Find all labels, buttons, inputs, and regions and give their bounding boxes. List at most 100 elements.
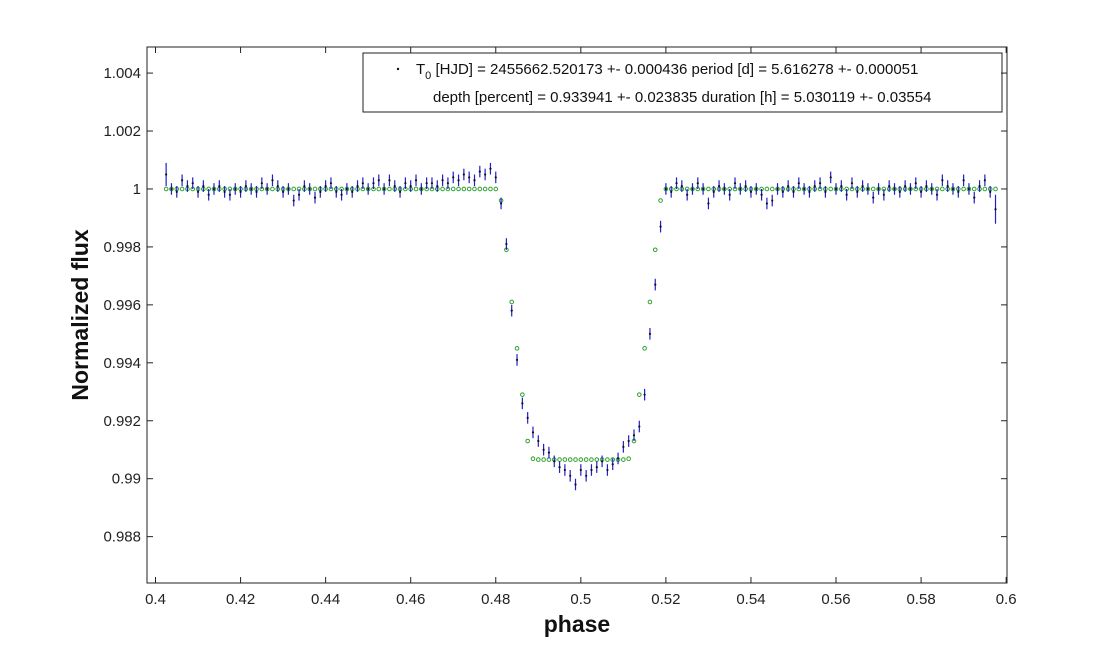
data-point: [542, 448, 545, 451]
data-point: [478, 170, 481, 173]
model-point: [312, 186, 318, 192]
data-point: [702, 187, 705, 191]
y-tick-label: 0.996: [103, 297, 141, 314]
data-point: [297, 193, 301, 196]
data-point: [351, 190, 354, 193]
x-tick-label: 0.56: [821, 591, 850, 608]
data-point: [510, 309, 513, 312]
data-point: [616, 457, 620, 460]
data-point: [983, 179, 986, 182]
data-point: [170, 187, 173, 191]
data-point: [893, 187, 896, 191]
model-point: [589, 457, 594, 462]
data-point: [866, 187, 870, 191]
data-point: [398, 190, 402, 193]
data-point: [579, 468, 582, 472]
data-point: [739, 187, 742, 191]
data-point: [207, 193, 210, 196]
data-point: [792, 190, 795, 193]
data-point: [473, 179, 476, 182]
data-point: [978, 184, 981, 188]
data-point: [744, 184, 747, 188]
data-point: [526, 416, 529, 419]
data-point: [515, 358, 519, 362]
data-point: [404, 182, 407, 185]
legend-box: [362, 52, 1003, 113]
data-point: [632, 434, 636, 437]
x-tick-label: 0.42: [226, 591, 255, 608]
data-point: [606, 468, 609, 472]
data-point: [797, 182, 800, 185]
data-point: [505, 242, 508, 246]
data-point: [271, 179, 274, 182]
data-point: [935, 193, 939, 196]
data-point: [436, 184, 439, 188]
data-point: [994, 208, 997, 211]
model-point: [450, 186, 456, 192]
data-point: [377, 179, 380, 182]
x-tick-label: 0.54: [736, 591, 765, 608]
data-point: [717, 184, 721, 188]
data-point: [872, 196, 875, 199]
data-point: [446, 182, 450, 185]
model-point: [567, 457, 573, 462]
data-point: [313, 196, 317, 199]
data-point: [484, 173, 487, 176]
model-point: [637, 392, 642, 397]
data-point: [180, 179, 184, 182]
data-point: [648, 332, 652, 335]
y-tick-label: 0.992: [103, 413, 141, 430]
data-point: [563, 468, 566, 472]
data-point: [260, 182, 263, 185]
data-point: [319, 190, 322, 193]
data-point: [409, 184, 412, 188]
data-point: [329, 182, 333, 185]
model-point: [940, 186, 945, 192]
data-point: [553, 460, 556, 463]
data-point: [420, 187, 423, 191]
data-point: [276, 184, 279, 188]
data-point: [595, 466, 598, 469]
model-point: [870, 186, 876, 192]
model-point: [270, 186, 275, 192]
model-point: [961, 186, 966, 192]
model-point: [541, 457, 546, 462]
model-point: [621, 457, 626, 462]
model-point: [982, 186, 988, 192]
model-point: [488, 186, 493, 192]
model-point: [514, 346, 520, 351]
data-point: [962, 179, 965, 182]
model-point: [477, 186, 483, 192]
data-point: [414, 179, 418, 182]
model-point: [413, 186, 419, 192]
model-point: [769, 186, 775, 192]
data-point: [654, 283, 657, 286]
data-point: [781, 190, 784, 193]
y-tick-label: 0.994: [103, 355, 141, 372]
data-point: [611, 463, 614, 466]
x-tick-label: 0.4: [145, 591, 166, 608]
data-point: [600, 460, 604, 463]
model-point: [461, 186, 467, 192]
data-point: [175, 190, 178, 193]
y-tick-label: 1.004: [103, 65, 141, 82]
model-point: [493, 186, 499, 192]
data-point: [771, 199, 774, 202]
data-point: [856, 190, 859, 193]
data-point: [196, 190, 200, 193]
data-point: [531, 431, 535, 434]
model-point: [520, 392, 525, 397]
data-point: [691, 187, 694, 191]
model-point: [525, 438, 530, 444]
data-point: [680, 184, 683, 188]
data-point: [877, 187, 880, 191]
data-point: [882, 193, 885, 196]
model-point: [573, 457, 578, 462]
y-tick-label: 0.99: [112, 471, 141, 488]
data-point: [749, 190, 753, 193]
data-point: [494, 176, 497, 179]
data-point: [335, 190, 338, 193]
data-point: [223, 190, 226, 193]
data-point: [218, 184, 221, 188]
model-point: [605, 457, 610, 462]
